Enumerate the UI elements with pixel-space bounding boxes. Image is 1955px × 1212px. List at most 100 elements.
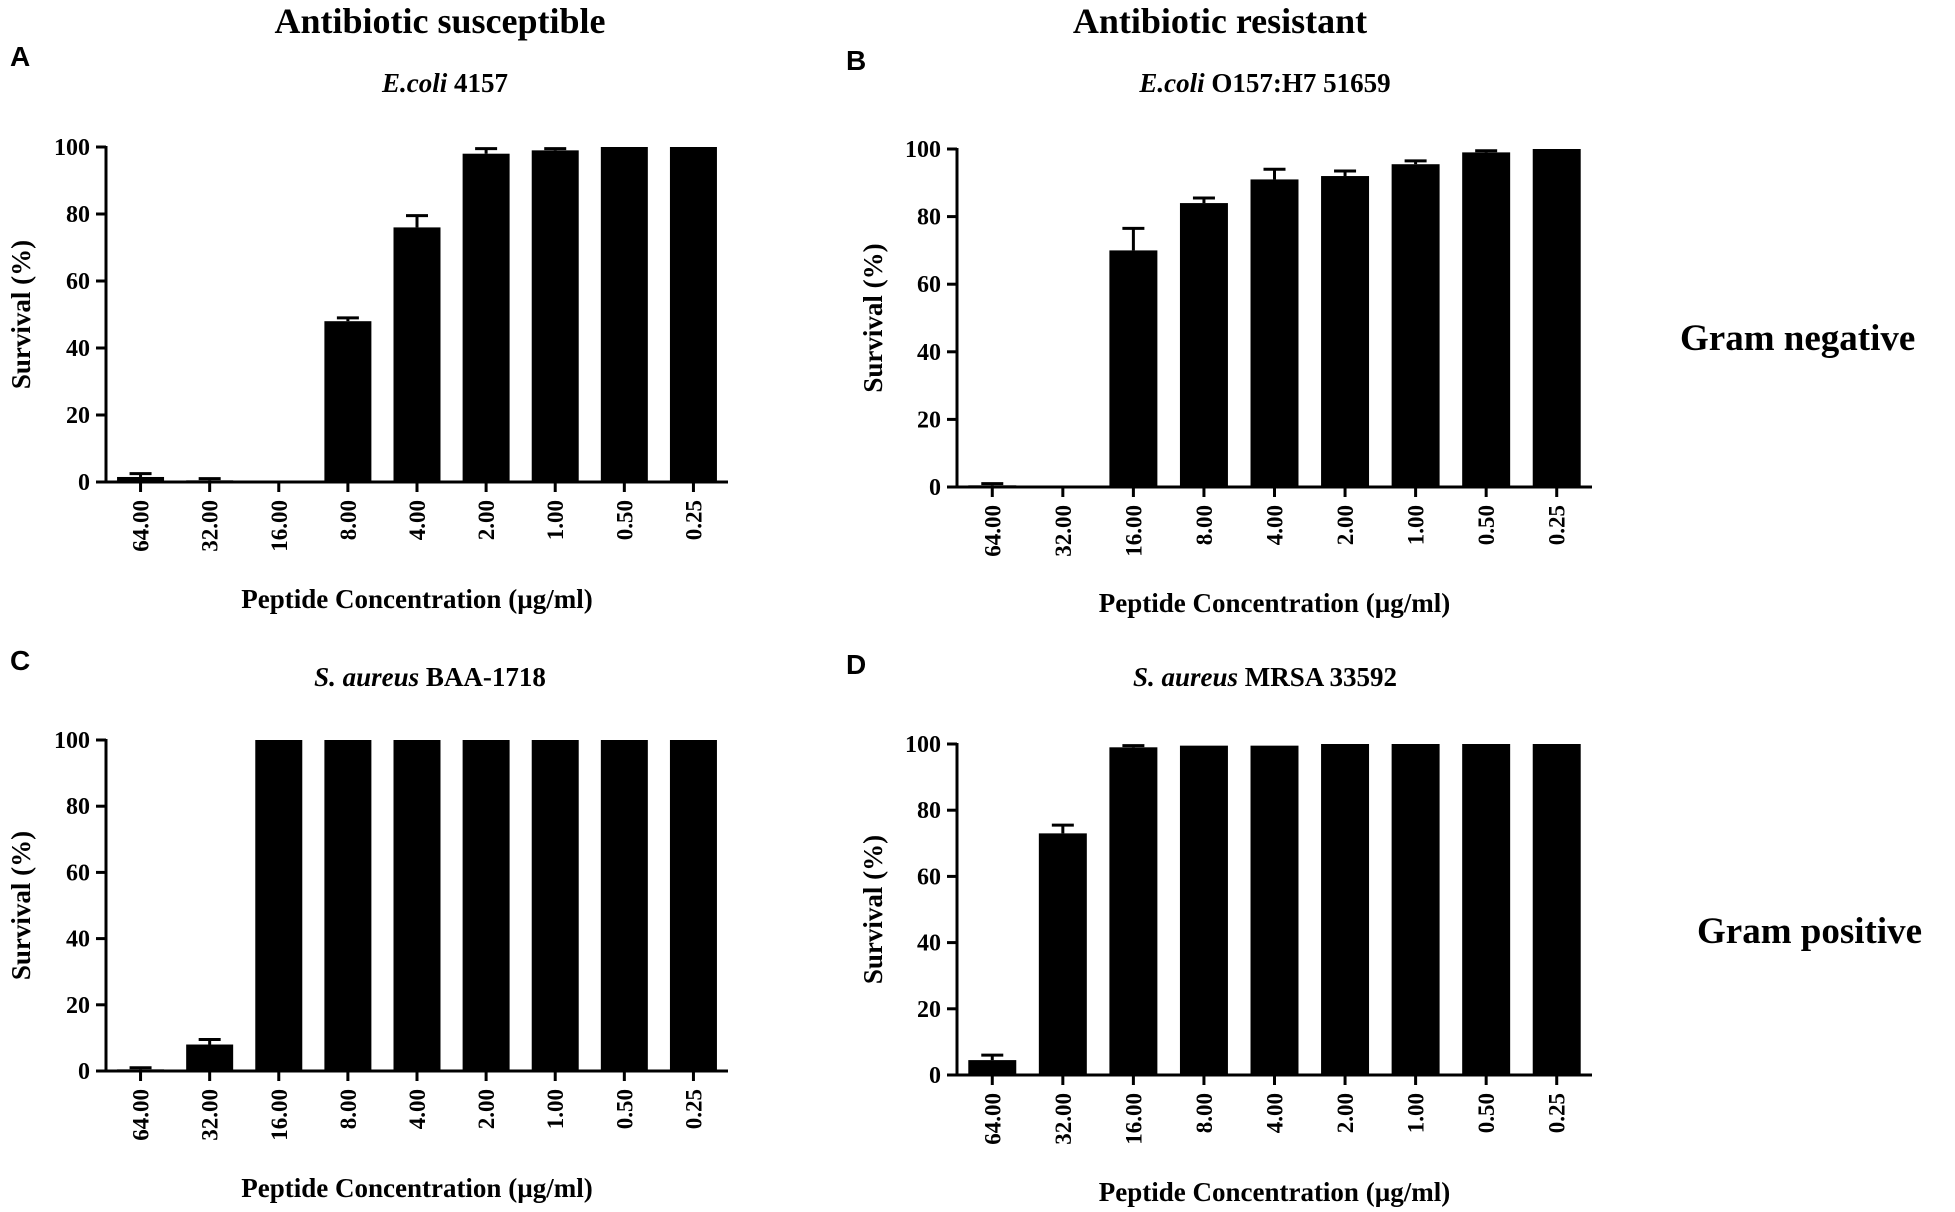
bar [1462, 152, 1511, 487]
bar [600, 740, 648, 1071]
panel-letter: C [10, 645, 30, 676]
y-axis-label: Survival (%) [6, 831, 36, 980]
x-tick-label: 2.00 [474, 500, 499, 540]
x-axis-label: Peptide Concentration (µg/ml) [1099, 1177, 1451, 1207]
bar [1179, 745, 1228, 1075]
y-tick-label: 40 [66, 927, 90, 953]
x-tick-label: 1.00 [1404, 1093, 1429, 1133]
x-tick-label: 32.00 [1051, 505, 1076, 557]
x-tick-label: 32.00 [198, 500, 223, 552]
bar [1250, 745, 1299, 1075]
y-axis-label: Survival (%) [6, 240, 36, 389]
bar [1109, 747, 1158, 1075]
bar [1532, 149, 1581, 487]
panel-a: A E.coli 4157 0 20 40 60 80 100 64.00 32.00 16.00 8… [6, 41, 728, 614]
bar [393, 740, 441, 1071]
x-tick-label: 0.50 [1474, 505, 1499, 545]
x-tick-label: 64.00 [980, 1093, 1005, 1145]
y-tick-label: 60 [917, 272, 941, 298]
x-tick-label: 0.25 [681, 1089, 706, 1129]
bar [117, 1069, 165, 1071]
bar [1462, 744, 1511, 1075]
y-tick-label: 0 [78, 470, 90, 496]
x-tick-label: 4.00 [405, 500, 430, 540]
x-tick-label: 64.00 [980, 505, 1005, 557]
row-label-gram-negative: Gram negative [1680, 318, 1916, 359]
x-tick-label: 2.00 [1333, 1093, 1358, 1133]
x-tick-label: 16.00 [1121, 1093, 1146, 1145]
bar [186, 480, 234, 482]
x-tick-label: 0.50 [612, 1089, 637, 1129]
x-tick-label: 2.00 [1333, 505, 1358, 545]
y-tick-label: 60 [917, 864, 941, 890]
y-tick-label: 80 [917, 205, 941, 231]
y-tick-label: 0 [929, 1063, 941, 1089]
bar [600, 147, 648, 482]
y-tick-label: 100 [54, 728, 90, 754]
bar [531, 150, 579, 482]
bar [968, 485, 1017, 487]
bar [1391, 744, 1440, 1075]
x-axis-label: Peptide Concentration (µg/ml) [241, 584, 593, 614]
y-tick-label: 80 [66, 794, 90, 820]
x-tick-label: 1.00 [543, 1089, 568, 1129]
bar [1321, 744, 1370, 1075]
panel-title: S. aureus MRSA 33592 [1133, 662, 1397, 692]
x-tick-label: 2.00 [474, 1089, 499, 1129]
x-tick-label: 8.00 [1192, 1093, 1217, 1133]
x-tick-label: 0.50 [612, 500, 637, 540]
panel-title: E.coli O157:H7 51659 [1138, 68, 1390, 98]
x-tick-label: 4.00 [1263, 505, 1288, 545]
panel-b: B E.coli O157:H7 51659 0 20 40 60 80 100 64.00 32… [846, 45, 1592, 618]
x-tick-label: 1.00 [1404, 505, 1429, 545]
bar [324, 321, 372, 482]
bar [1321, 176, 1370, 488]
bar [255, 740, 303, 1071]
panel-title: S. aureus BAA-1718 [314, 662, 546, 692]
y-tick-label: 20 [66, 403, 90, 429]
x-tick-label: 16.00 [267, 1089, 292, 1141]
x-tick-label: 64.00 [129, 1089, 154, 1141]
bar [669, 740, 717, 1071]
y-tick-label: 100 [905, 732, 941, 758]
y-tick-label: 40 [66, 336, 90, 362]
column-title-susceptible: Antibiotic susceptible [274, 1, 606, 41]
bar [186, 1044, 234, 1071]
row-label-gram-positive: Gram positive [1697, 911, 1923, 952]
panel-title-species: S. aureus [1133, 662, 1238, 692]
y-tick-label: 60 [66, 269, 90, 295]
x-tick-label: 32.00 [198, 1089, 223, 1141]
bar [1391, 164, 1440, 487]
y-tick-label: 20 [66, 993, 90, 1019]
x-tick-label: 0.25 [1545, 1093, 1570, 1133]
x-tick-label: 64.00 [129, 500, 154, 552]
bar [531, 740, 579, 1071]
y-tick-label: 40 [917, 931, 941, 957]
x-tick-label: 16.00 [1121, 505, 1146, 557]
x-tick-label: 4.00 [405, 1089, 430, 1129]
panel-letter: D [846, 649, 866, 680]
y-tick-label: 40 [917, 340, 941, 366]
x-tick-label: 0.25 [681, 500, 706, 540]
x-tick-label: 16.00 [267, 500, 292, 552]
x-tick-label: 8.00 [336, 500, 361, 540]
y-tick-label: 100 [905, 137, 941, 163]
y-axis-label: Survival (%) [858, 243, 888, 392]
y-tick-label: 80 [66, 202, 90, 228]
y-tick-label: 100 [54, 135, 90, 161]
panel-title: E.coli 4157 [381, 68, 508, 98]
bar [1250, 179, 1299, 488]
bar [968, 1060, 1017, 1075]
x-axis-label: Peptide Concentration (µg/ml) [1099, 588, 1451, 618]
panel-letter: A [10, 41, 30, 72]
bar [669, 147, 717, 482]
y-tick-label: 60 [66, 860, 90, 886]
y-tick-label: 80 [917, 798, 941, 824]
x-axis-label: Peptide Concentration (µg/ml) [241, 1173, 593, 1203]
panel-title-strain: O157:H7 51659 [1205, 68, 1391, 98]
bar [1179, 203, 1228, 487]
y-axis-label: Survival (%) [858, 835, 888, 984]
panel-d: D S. aureus MRSA 33592 0 20 40 60 80 100 64.00 32… [846, 649, 1592, 1207]
panel-letter: B [846, 45, 866, 76]
